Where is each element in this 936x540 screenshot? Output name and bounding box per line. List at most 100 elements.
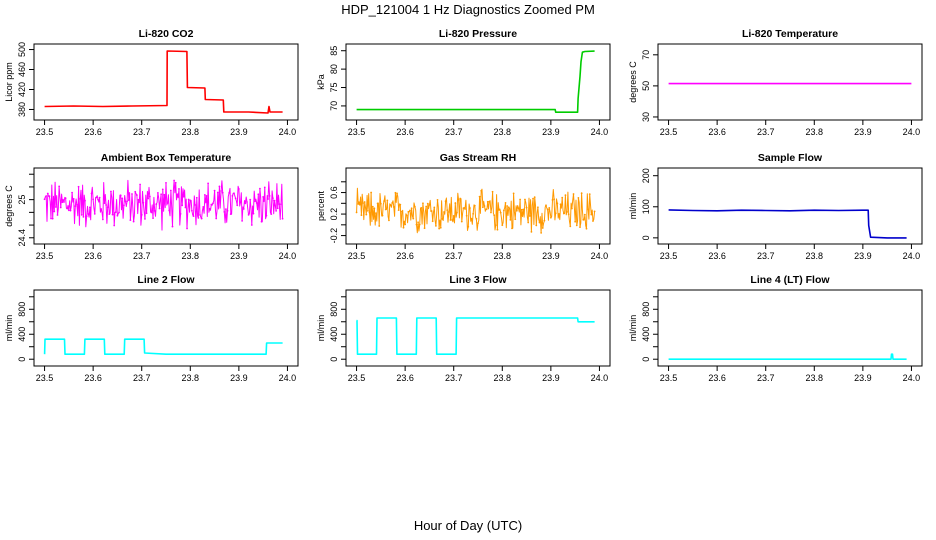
x-tick-label: 23.6 xyxy=(396,373,414,383)
data-point xyxy=(244,202,247,205)
data-point xyxy=(106,206,109,209)
panel-title: Sample Flow xyxy=(758,152,823,164)
data-point xyxy=(257,193,260,196)
plot-frame xyxy=(345,43,611,121)
x-tick-label: 24.0 xyxy=(903,373,921,383)
data-point xyxy=(176,193,179,196)
series-line xyxy=(356,187,596,234)
data-point xyxy=(210,203,213,206)
data-point xyxy=(268,195,271,197)
x-tick-label: 23.6 xyxy=(396,127,414,137)
data-point xyxy=(139,183,141,186)
data-point xyxy=(422,202,424,205)
data-point xyxy=(418,223,421,226)
data-point xyxy=(527,221,530,224)
panel-5: Gas Stream RH 23.5 23.6 23.7 23.8 23.9 24.0 -0.… xyxy=(316,152,611,261)
data-point xyxy=(97,198,99,201)
plot-frame xyxy=(33,43,299,121)
data-point xyxy=(580,192,583,195)
data-point xyxy=(558,212,560,215)
x-tick-label: 23.7 xyxy=(757,127,775,137)
data-point xyxy=(157,191,159,194)
data-point xyxy=(108,213,111,216)
data-point xyxy=(553,198,556,201)
data-point xyxy=(428,204,431,206)
data-point xyxy=(433,206,436,209)
data-point xyxy=(131,193,133,195)
data-point xyxy=(144,218,146,220)
x-tick-label: 23.7 xyxy=(133,373,151,383)
panel-title: Gas Stream RH xyxy=(440,152,516,164)
x-tick-label: 23.5 xyxy=(36,251,54,261)
data-point xyxy=(590,213,593,216)
data-point xyxy=(379,202,382,205)
data-point xyxy=(561,196,564,199)
data-point xyxy=(373,207,376,210)
data-point xyxy=(273,199,276,202)
x-tick-label: 23.6 xyxy=(396,251,414,261)
x-tick-label: 23.9 xyxy=(542,127,560,137)
x-tick-label: 23.9 xyxy=(854,127,872,137)
data-point xyxy=(528,215,531,217)
panel-title: Li-820 Temperature xyxy=(742,28,838,40)
data-point xyxy=(239,201,242,204)
data-point xyxy=(400,210,403,213)
data-point xyxy=(84,199,86,202)
x-tick-label: 24.0 xyxy=(903,251,921,261)
x-tick-label: 23.8 xyxy=(806,251,824,261)
data-point xyxy=(530,230,533,233)
panel-2: Li-820 Pressure 23.5 23.6 23.7 23.8 23.9 24.0 7… xyxy=(316,28,611,137)
data-point xyxy=(140,213,143,216)
x-tick-label: 23.7 xyxy=(757,373,775,383)
x-tick-label: 23.8 xyxy=(494,127,512,137)
data-point xyxy=(155,203,158,206)
data-point xyxy=(202,205,205,208)
data-point xyxy=(275,209,278,212)
data-point xyxy=(409,209,411,212)
data-point xyxy=(402,226,405,229)
x-tick-label: 23.9 xyxy=(542,251,560,261)
data-point xyxy=(370,191,373,194)
data-point xyxy=(431,220,434,223)
data-point xyxy=(537,206,539,209)
data-point xyxy=(225,208,227,211)
x-tick-label: 23.9 xyxy=(230,373,248,383)
page-x-axis-label: Hour of Day (UTC) xyxy=(413,518,523,533)
data-point xyxy=(187,198,190,201)
data-point xyxy=(423,227,426,230)
data-point xyxy=(465,214,468,217)
plot-frame xyxy=(657,43,923,121)
data-point xyxy=(549,216,552,219)
data-point xyxy=(255,202,258,204)
y-tick-label: 800 xyxy=(17,302,27,317)
data-point xyxy=(56,214,59,216)
x-tick-label: 23.8 xyxy=(806,127,824,137)
data-point xyxy=(111,213,114,216)
x-tick-label: 23.6 xyxy=(708,373,726,383)
x-tick-label: 23.6 xyxy=(708,251,726,261)
series-line xyxy=(43,338,283,355)
data-point xyxy=(207,182,209,185)
x-tick-label: 23.8 xyxy=(182,373,200,383)
data-point xyxy=(420,207,423,209)
y-tick-label: 0 xyxy=(641,357,651,362)
y-axis-label: percent xyxy=(316,190,326,221)
data-point xyxy=(267,198,269,200)
data-point xyxy=(74,205,77,207)
data-point xyxy=(71,191,73,194)
panel-title: Ambient Box Temperature xyxy=(101,152,232,164)
data-point xyxy=(522,208,525,211)
data-point xyxy=(189,199,192,202)
data-point xyxy=(43,198,46,201)
data-point xyxy=(394,191,397,194)
data-point xyxy=(368,211,371,214)
data-point xyxy=(87,213,90,215)
data-point xyxy=(571,207,573,210)
x-tick-label: 23.5 xyxy=(348,251,366,261)
plot-frame xyxy=(345,289,611,367)
data-point xyxy=(363,201,366,203)
data-point xyxy=(179,212,182,215)
panel-title: Li-820 Pressure xyxy=(439,28,517,40)
data-point xyxy=(250,224,253,226)
y-tick-label: 0.2 xyxy=(329,208,339,221)
